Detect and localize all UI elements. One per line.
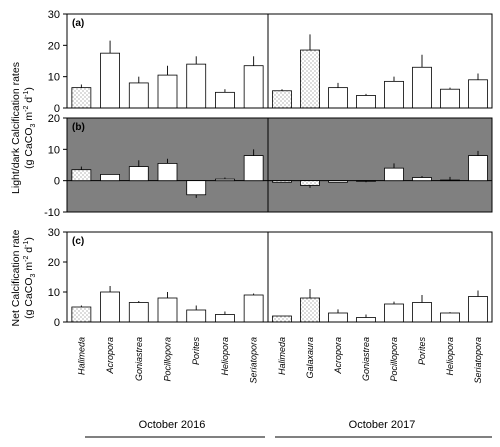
bar	[157, 74, 178, 109]
bar	[440, 179, 460, 182]
bar	[243, 155, 264, 182]
bar	[186, 180, 207, 196]
bar	[243, 65, 264, 109]
panel-frame	[66, 231, 493, 323]
category-label: Acropora	[105, 337, 115, 375]
y-tick-label: 30	[48, 9, 60, 21]
y-tick-label: 0	[54, 103, 60, 115]
bar	[157, 297, 178, 323]
y-tick-label: 10	[48, 72, 60, 84]
bar	[215, 178, 235, 182]
ylabel-bottom-units: (g CaCO3 m-2 d-1)	[23, 237, 37, 319]
bar	[300, 49, 320, 109]
bar	[100, 291, 120, 323]
panel-frame	[66, 13, 493, 109]
y-tick-label: 20	[48, 257, 60, 269]
bar	[412, 302, 432, 323]
bar	[412, 177, 432, 182]
bar	[356, 95, 376, 109]
bar	[384, 167, 404, 182]
category-label: Pocillopora	[389, 337, 399, 382]
panel-2: 0 10 20 30 (c)	[48, 227, 493, 329]
category-label: Heliopora	[220, 337, 230, 376]
bar	[272, 315, 292, 323]
bar	[328, 312, 348, 323]
bar	[157, 163, 178, 182]
panel-label: (a)	[72, 18, 84, 29]
bar	[356, 317, 376, 323]
y-tick-label: 10	[48, 287, 60, 299]
bar	[468, 79, 488, 109]
bar	[215, 314, 235, 323]
bar	[272, 90, 292, 109]
bar	[468, 296, 488, 323]
category-label: Porites	[191, 337, 201, 366]
category-label: Porites	[417, 337, 427, 366]
bar	[128, 82, 149, 109]
category-label: Goniastrea	[361, 337, 371, 381]
bar	[384, 303, 404, 323]
bar	[71, 87, 92, 109]
panel-b-background	[67, 118, 492, 212]
group-label-2017: October 2017	[349, 419, 416, 431]
bar	[186, 63, 207, 109]
bar	[128, 166, 149, 182]
category-label: Seriatopora	[249, 337, 259, 384]
bar	[328, 180, 348, 183]
y-tick-label: 20	[48, 40, 60, 52]
bar	[300, 297, 320, 323]
category-label: Acropora	[333, 337, 343, 375]
category-label: Galaxaura	[305, 337, 315, 379]
bar	[356, 180, 376, 182]
panel-0: 0 10 20 30 (a)	[48, 9, 493, 115]
y-tick-label: 0	[54, 317, 60, 329]
bar	[71, 306, 92, 323]
bar	[468, 155, 488, 182]
bar	[328, 87, 348, 109]
bar	[128, 302, 149, 323]
ylabel-bottom: Net Calcification rate	[10, 229, 22, 326]
bar	[243, 294, 264, 323]
panel-frame	[66, 117, 493, 213]
panel-label: (c)	[72, 236, 84, 247]
bar	[71, 169, 92, 182]
y-tick-label: 30	[48, 227, 60, 239]
category-label: Heliopora	[445, 337, 455, 376]
bar	[384, 80, 404, 109]
bar	[215, 91, 235, 109]
category-label: Halimeda	[76, 337, 86, 375]
ylabel-top-units: (g CaCO3 m-2 d-1)	[23, 87, 37, 169]
panel-label: (b)	[72, 122, 85, 133]
bar	[440, 88, 460, 109]
category-label: Goniastrea	[134, 337, 144, 381]
category-label: Seriatopora	[473, 337, 483, 384]
y-tick-label: -10	[44, 207, 60, 219]
group-label-2016: October 2016	[139, 419, 206, 431]
bar	[440, 312, 460, 323]
y-tick-label: 10	[48, 144, 60, 156]
bar	[100, 52, 120, 109]
ylabel-top: Light/dark Calcification rates	[10, 62, 22, 194]
category-label: Pocillopora	[163, 337, 173, 382]
bar	[412, 66, 432, 109]
bar	[300, 180, 320, 186]
y-tick-label: 20	[48, 113, 60, 125]
bar	[272, 180, 292, 183]
y-tick-label: 0	[54, 176, 60, 188]
bar	[100, 173, 120, 182]
bar	[186, 309, 207, 323]
panel-1: -10 0 10 20 (b)	[44, 113, 493, 219]
category-label: Halimeda	[277, 337, 287, 375]
